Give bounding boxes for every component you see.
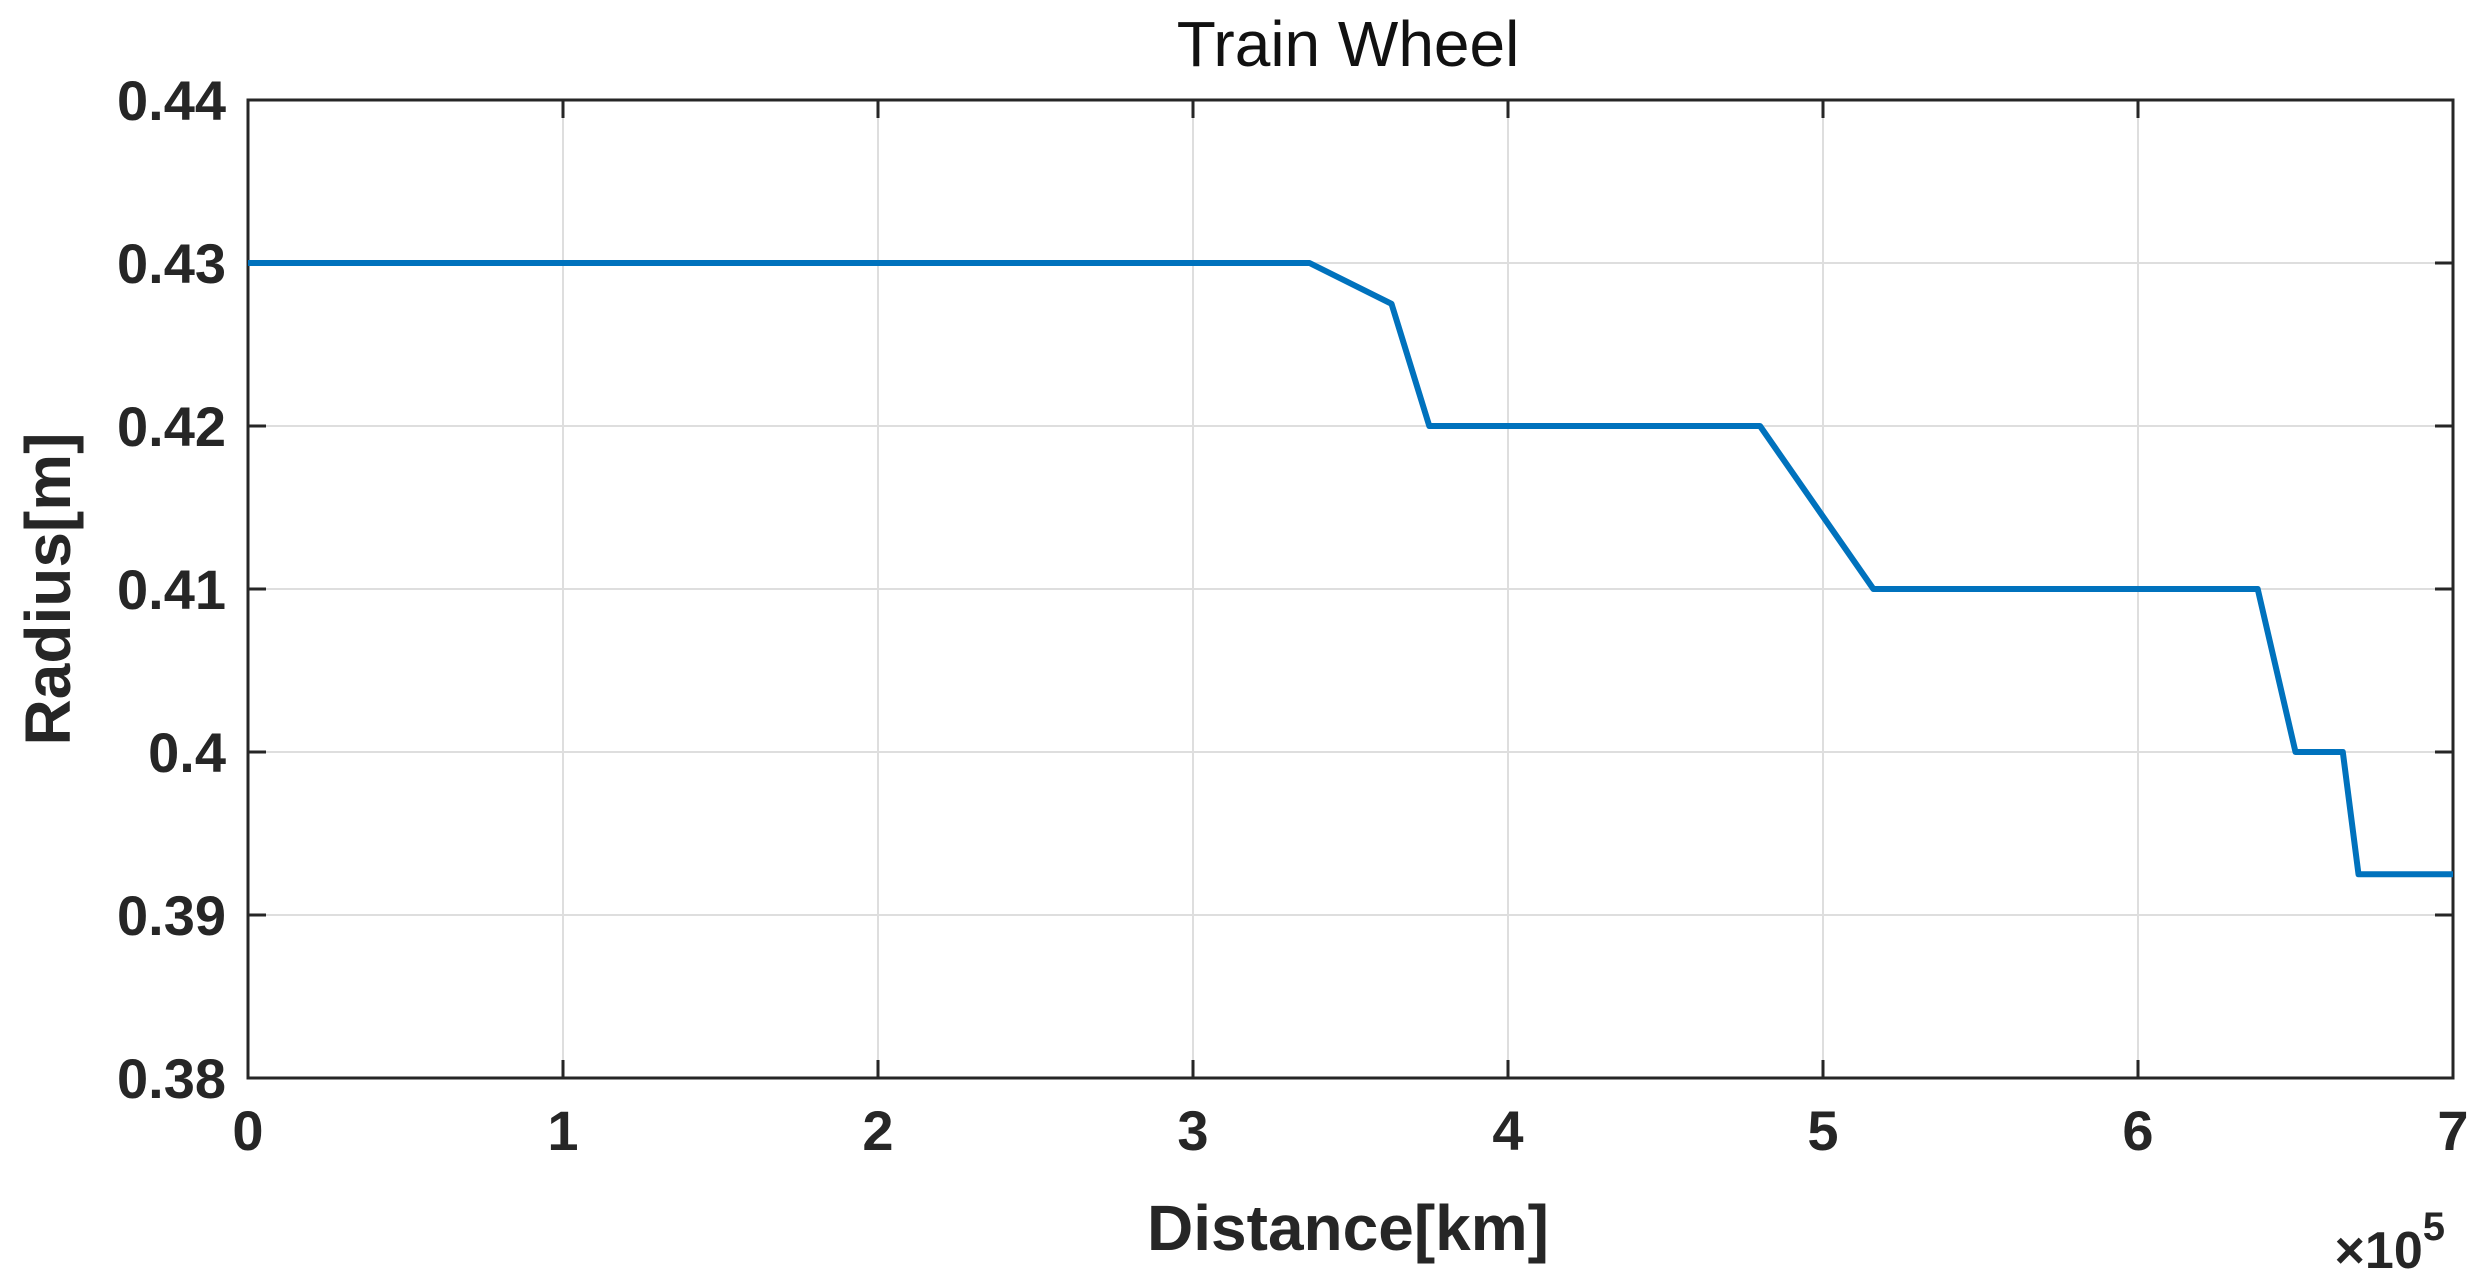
y-tick-label: 0.44 — [117, 69, 226, 132]
x-tick-label: 0 — [232, 1099, 263, 1162]
y-tick-label: 0.42 — [117, 395, 226, 458]
series-line — [248, 260, 2453, 878]
x-axis-multiplier-base: ×10 — [2335, 1222, 2423, 1280]
x-tick-labels: 0 1 2 3 4 5 6 7 — [232, 1099, 2468, 1162]
x-tick-label: 5 — [1807, 1099, 1838, 1162]
y-tick-label: 0.41 — [117, 558, 226, 621]
x-axis-label: Distance[km] — [1147, 1192, 1549, 1264]
y-tick-label: 0.43 — [117, 232, 226, 295]
x-tick-label: 3 — [1177, 1099, 1208, 1162]
x-axis-multiplier: ×105 — [2335, 1205, 2445, 1280]
x-tick-label: 7 — [2437, 1099, 2468, 1162]
x-tick-label: 6 — [2122, 1099, 2153, 1162]
tick-marks — [246, 98, 2455, 1080]
chart-title: Train Wheel — [1177, 8, 1520, 80]
y-tick-label: 0.38 — [117, 1047, 226, 1110]
x-axis-multiplier-exponent: 5 — [2423, 1205, 2445, 1249]
x-tick-label: 1 — [547, 1099, 578, 1162]
y-tick-label: 0.4 — [148, 721, 226, 784]
y-axis-label: Radius[m] — [12, 433, 84, 746]
y-tick-labels: 0.38 0.39 0.4 0.41 0.42 0.43 0.44 — [117, 69, 226, 1110]
series-group — [248, 260, 2453, 878]
x-tick-label: 2 — [862, 1099, 893, 1162]
x-tick-label: 4 — [1492, 1099, 1523, 1162]
y-tick-label: 0.39 — [117, 884, 226, 947]
